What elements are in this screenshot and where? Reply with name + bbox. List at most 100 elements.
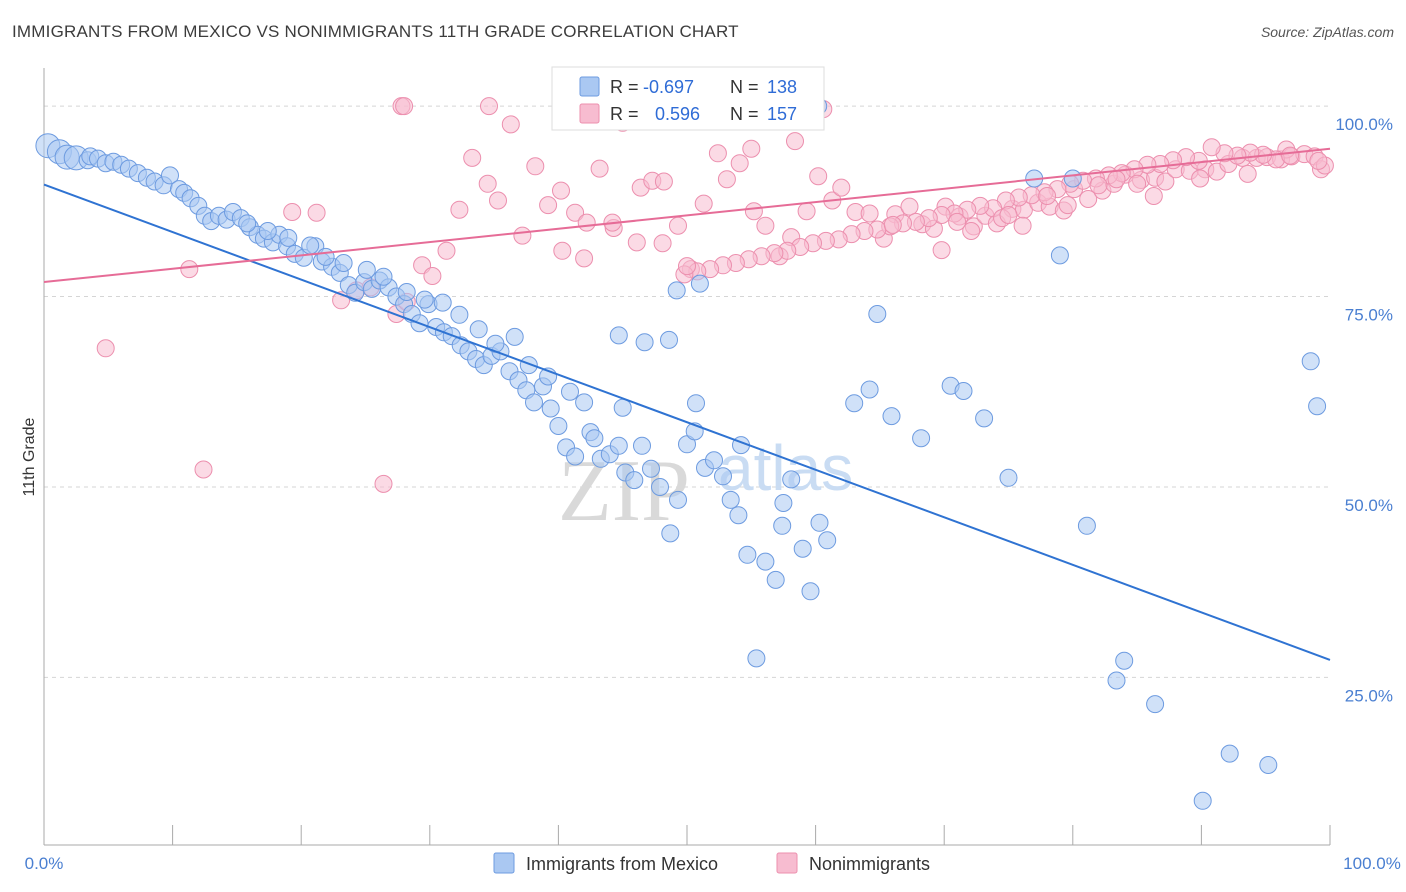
- point-immigrants-135: [397, 283, 416, 301]
- point-nonimmigrants-151: [1144, 187, 1163, 205]
- point-nonimmigrants-49: [900, 197, 919, 216]
- point-immigrants-116: [1220, 744, 1239, 763]
- chart-title: IMMIGRANTS FROM MEXICO VS NONIMMIGRANTS …: [12, 22, 739, 41]
- point-immigrants-74: [633, 436, 651, 455]
- point-immigrants-117: [1259, 756, 1278, 774]
- stats-legend: R = -0.697 N = 138 R = 0.596 N = 157: [551, 66, 825, 131]
- point-nonimmigrants-1: [180, 260, 199, 279]
- point-nonimmigrants-37: [744, 202, 763, 221]
- point-nonimmigrants-23: [566, 203, 585, 222]
- point-nonimmigrants-150: [1107, 170, 1126, 189]
- point-nonimmigrants-0: [96, 339, 115, 358]
- point-immigrants-126: [561, 382, 579, 401]
- point-immigrants-89: [766, 570, 785, 589]
- point-immigrants-90: [773, 516, 792, 535]
- point-immigrants-137: [357, 260, 376, 279]
- point-immigrants-108: [1050, 246, 1069, 265]
- point-immigrants-92: [793, 539, 812, 558]
- point-nonimmigrants-145: [932, 241, 951, 260]
- point-nonimmigrants-20: [526, 157, 545, 176]
- point-nonimmigrants-8: [374, 474, 393, 493]
- point-immigrants-101: [845, 394, 864, 413]
- point-nonimmigrants-160: [948, 212, 967, 231]
- point-nonimmigrants-41: [797, 202, 816, 221]
- point-nonimmigrants-31: [669, 216, 687, 235]
- point-immigrants-110: [999, 468, 1018, 487]
- point-immigrants-111: [1077, 516, 1096, 535]
- y-tick-label-50: 50.0%: [1345, 496, 1393, 515]
- point-immigrants-100: [667, 281, 686, 300]
- point-nonimmigrants-33: [694, 194, 713, 213]
- point-immigrants-87: [747, 649, 766, 668]
- point-immigrants-73: [625, 471, 644, 490]
- point-immigrants-106: [975, 409, 994, 428]
- point-nonimmigrants-22: [552, 181, 570, 200]
- bottom-legend-swatch-pink: [776, 852, 798, 874]
- legend-r-value-1: -0.697: [643, 77, 694, 97]
- point-immigrants-88: [756, 552, 775, 571]
- point-nonimmigrants-154: [1281, 146, 1300, 165]
- point-immigrants-77: [661, 524, 680, 543]
- point-nonimmigrants-44: [832, 178, 851, 197]
- point-immigrants-112: [1107, 671, 1126, 690]
- point-nonimmigrants-138: [627, 233, 646, 252]
- point-nonimmigrants-21: [539, 196, 558, 215]
- point-immigrants-142: [258, 222, 277, 240]
- point-nonimmigrants-34: [708, 144, 727, 163]
- point-nonimmigrants-17: [489, 191, 507, 210]
- point-nonimmigrants-16: [478, 174, 497, 193]
- point-nonimmigrants-25: [590, 159, 609, 178]
- point-immigrants-95: [818, 531, 837, 550]
- point-nonimmigrants-156: [1128, 174, 1147, 193]
- bottom-legend-label-immigrants: Immigrants from Mexico: [526, 854, 718, 874]
- y-axis-label: 11th Grade: [21, 417, 38, 496]
- point-nonimmigrants-139: [653, 234, 672, 253]
- point-immigrants-138: [334, 254, 353, 272]
- legend-r-label-2: R =: [610, 104, 639, 124]
- point-nonimmigrants-30: [654, 172, 673, 191]
- point-immigrants-144: [868, 305, 887, 323]
- point-nonimmigrants-42: [809, 167, 828, 186]
- point-immigrants-85: [729, 506, 748, 525]
- x-tick-label-0: 0.0%: [25, 854, 64, 873]
- point-nonimmigrants-24: [577, 213, 596, 232]
- point-immigrants-141: [279, 228, 298, 247]
- point-immigrants-109: [1063, 169, 1082, 188]
- y-tick-label-100: 100.0%: [1335, 115, 1393, 134]
- point-immigrants-83: [714, 467, 732, 486]
- legend-swatch-pink: [579, 103, 600, 124]
- point-immigrants-121: [774, 494, 793, 512]
- point-immigrants-66: [566, 447, 585, 466]
- point-nonimmigrants-159: [999, 206, 1018, 224]
- point-nonimmigrants-146: [962, 222, 981, 240]
- legend-swatch-blue: [579, 76, 600, 97]
- trend-line-nonimmigrants: [43, 147, 1331, 284]
- point-immigrants-118: [1301, 352, 1320, 371]
- point-immigrants-98: [660, 330, 678, 349]
- trend-line-immigrants: [43, 183, 1331, 661]
- point-nonimmigrants-158: [1038, 187, 1057, 205]
- point-nonimmigrants-157: [1089, 176, 1108, 195]
- trend-lines: [43, 147, 1331, 661]
- point-nonimmigrants-63: [1079, 190, 1098, 208]
- point-immigrants-114: [1146, 695, 1165, 714]
- bottom-legend: Immigrants from Mexico Nonimmigrants: [493, 852, 930, 874]
- point-nonimmigrants-14: [450, 200, 469, 219]
- point-nonimmigrants-153: [1238, 164, 1257, 183]
- point-immigrants-124: [613, 398, 632, 417]
- y-tick-label-75: 75.0%: [1345, 306, 1393, 325]
- point-immigrants-71: [609, 436, 628, 455]
- point-nonimmigrants-35: [717, 170, 736, 189]
- point-immigrants-136: [374, 267, 393, 286]
- point-immigrants-132: [450, 305, 469, 324]
- point-nonimmigrants-142: [786, 132, 804, 151]
- point-immigrants-105: [954, 382, 973, 400]
- legend-n-value-2: 157: [767, 104, 797, 124]
- legend-n-label-2: N =: [730, 104, 759, 124]
- point-immigrants-91: [782, 470, 801, 489]
- point-immigrants-115: [1193, 791, 1212, 810]
- point-immigrants-67: [575, 393, 594, 412]
- point-immigrants-80: [687, 394, 705, 413]
- point-nonimmigrants-13: [437, 241, 456, 260]
